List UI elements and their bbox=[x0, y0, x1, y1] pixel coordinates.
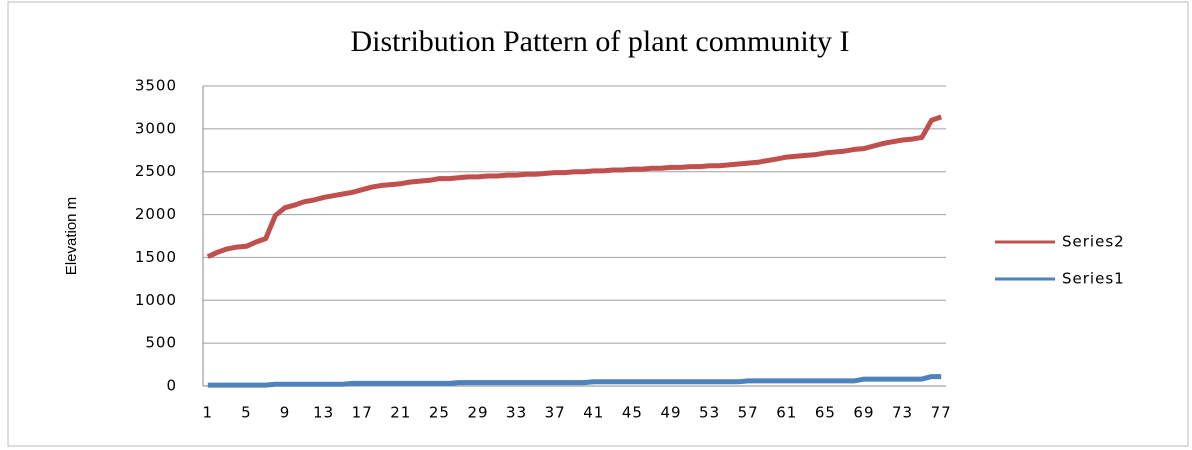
x-tick-label: 9 bbox=[280, 404, 291, 422]
y-tick-label: 0 bbox=[166, 377, 177, 395]
legend-label: Series2 bbox=[1062, 233, 1125, 251]
x-tick-label: 37 bbox=[545, 404, 566, 422]
x-tick-label: 45 bbox=[622, 404, 643, 422]
y-tick-label: 1500 bbox=[135, 248, 177, 266]
x-tick-label: 13 bbox=[313, 404, 334, 422]
x-tick-label: 53 bbox=[699, 404, 720, 422]
x-tick-label: 77 bbox=[931, 404, 952, 422]
x-tick-label: 73 bbox=[892, 404, 913, 422]
x-tick-label: 61 bbox=[776, 404, 797, 422]
x-tick-label: 57 bbox=[738, 404, 759, 422]
x-tick-label: 33 bbox=[506, 404, 527, 422]
x-tick-label: 49 bbox=[660, 404, 681, 422]
y-tick-label: 500 bbox=[145, 334, 177, 352]
x-tick-label: 29 bbox=[467, 404, 488, 422]
x-tick-label: 41 bbox=[583, 404, 604, 422]
y-tick-label: 2000 bbox=[135, 205, 177, 223]
x-tick-label: 17 bbox=[352, 404, 373, 422]
y-tick-label: 3500 bbox=[135, 77, 177, 95]
x-tick-label: 25 bbox=[429, 404, 450, 422]
series-line bbox=[206, 114, 943, 259]
y-tick-label: 1000 bbox=[135, 291, 177, 309]
chart-frame bbox=[7, 1, 1189, 447]
series-line bbox=[207, 374, 942, 388]
y-tick-label: 3000 bbox=[135, 119, 177, 137]
y-axis-label: Elevation m bbox=[63, 197, 80, 275]
x-tick-label: 65 bbox=[815, 404, 836, 422]
x-tick-label: 5 bbox=[241, 404, 252, 422]
x-tick-label: 1 bbox=[203, 404, 214, 422]
x-tick-label: 69 bbox=[853, 404, 874, 422]
y-tick-label: 2500 bbox=[135, 162, 177, 180]
x-tick-label: 21 bbox=[390, 404, 411, 422]
legend-label: Series1 bbox=[1062, 270, 1125, 288]
chart-title: Distribution Pattern of plant community … bbox=[350, 25, 849, 58]
